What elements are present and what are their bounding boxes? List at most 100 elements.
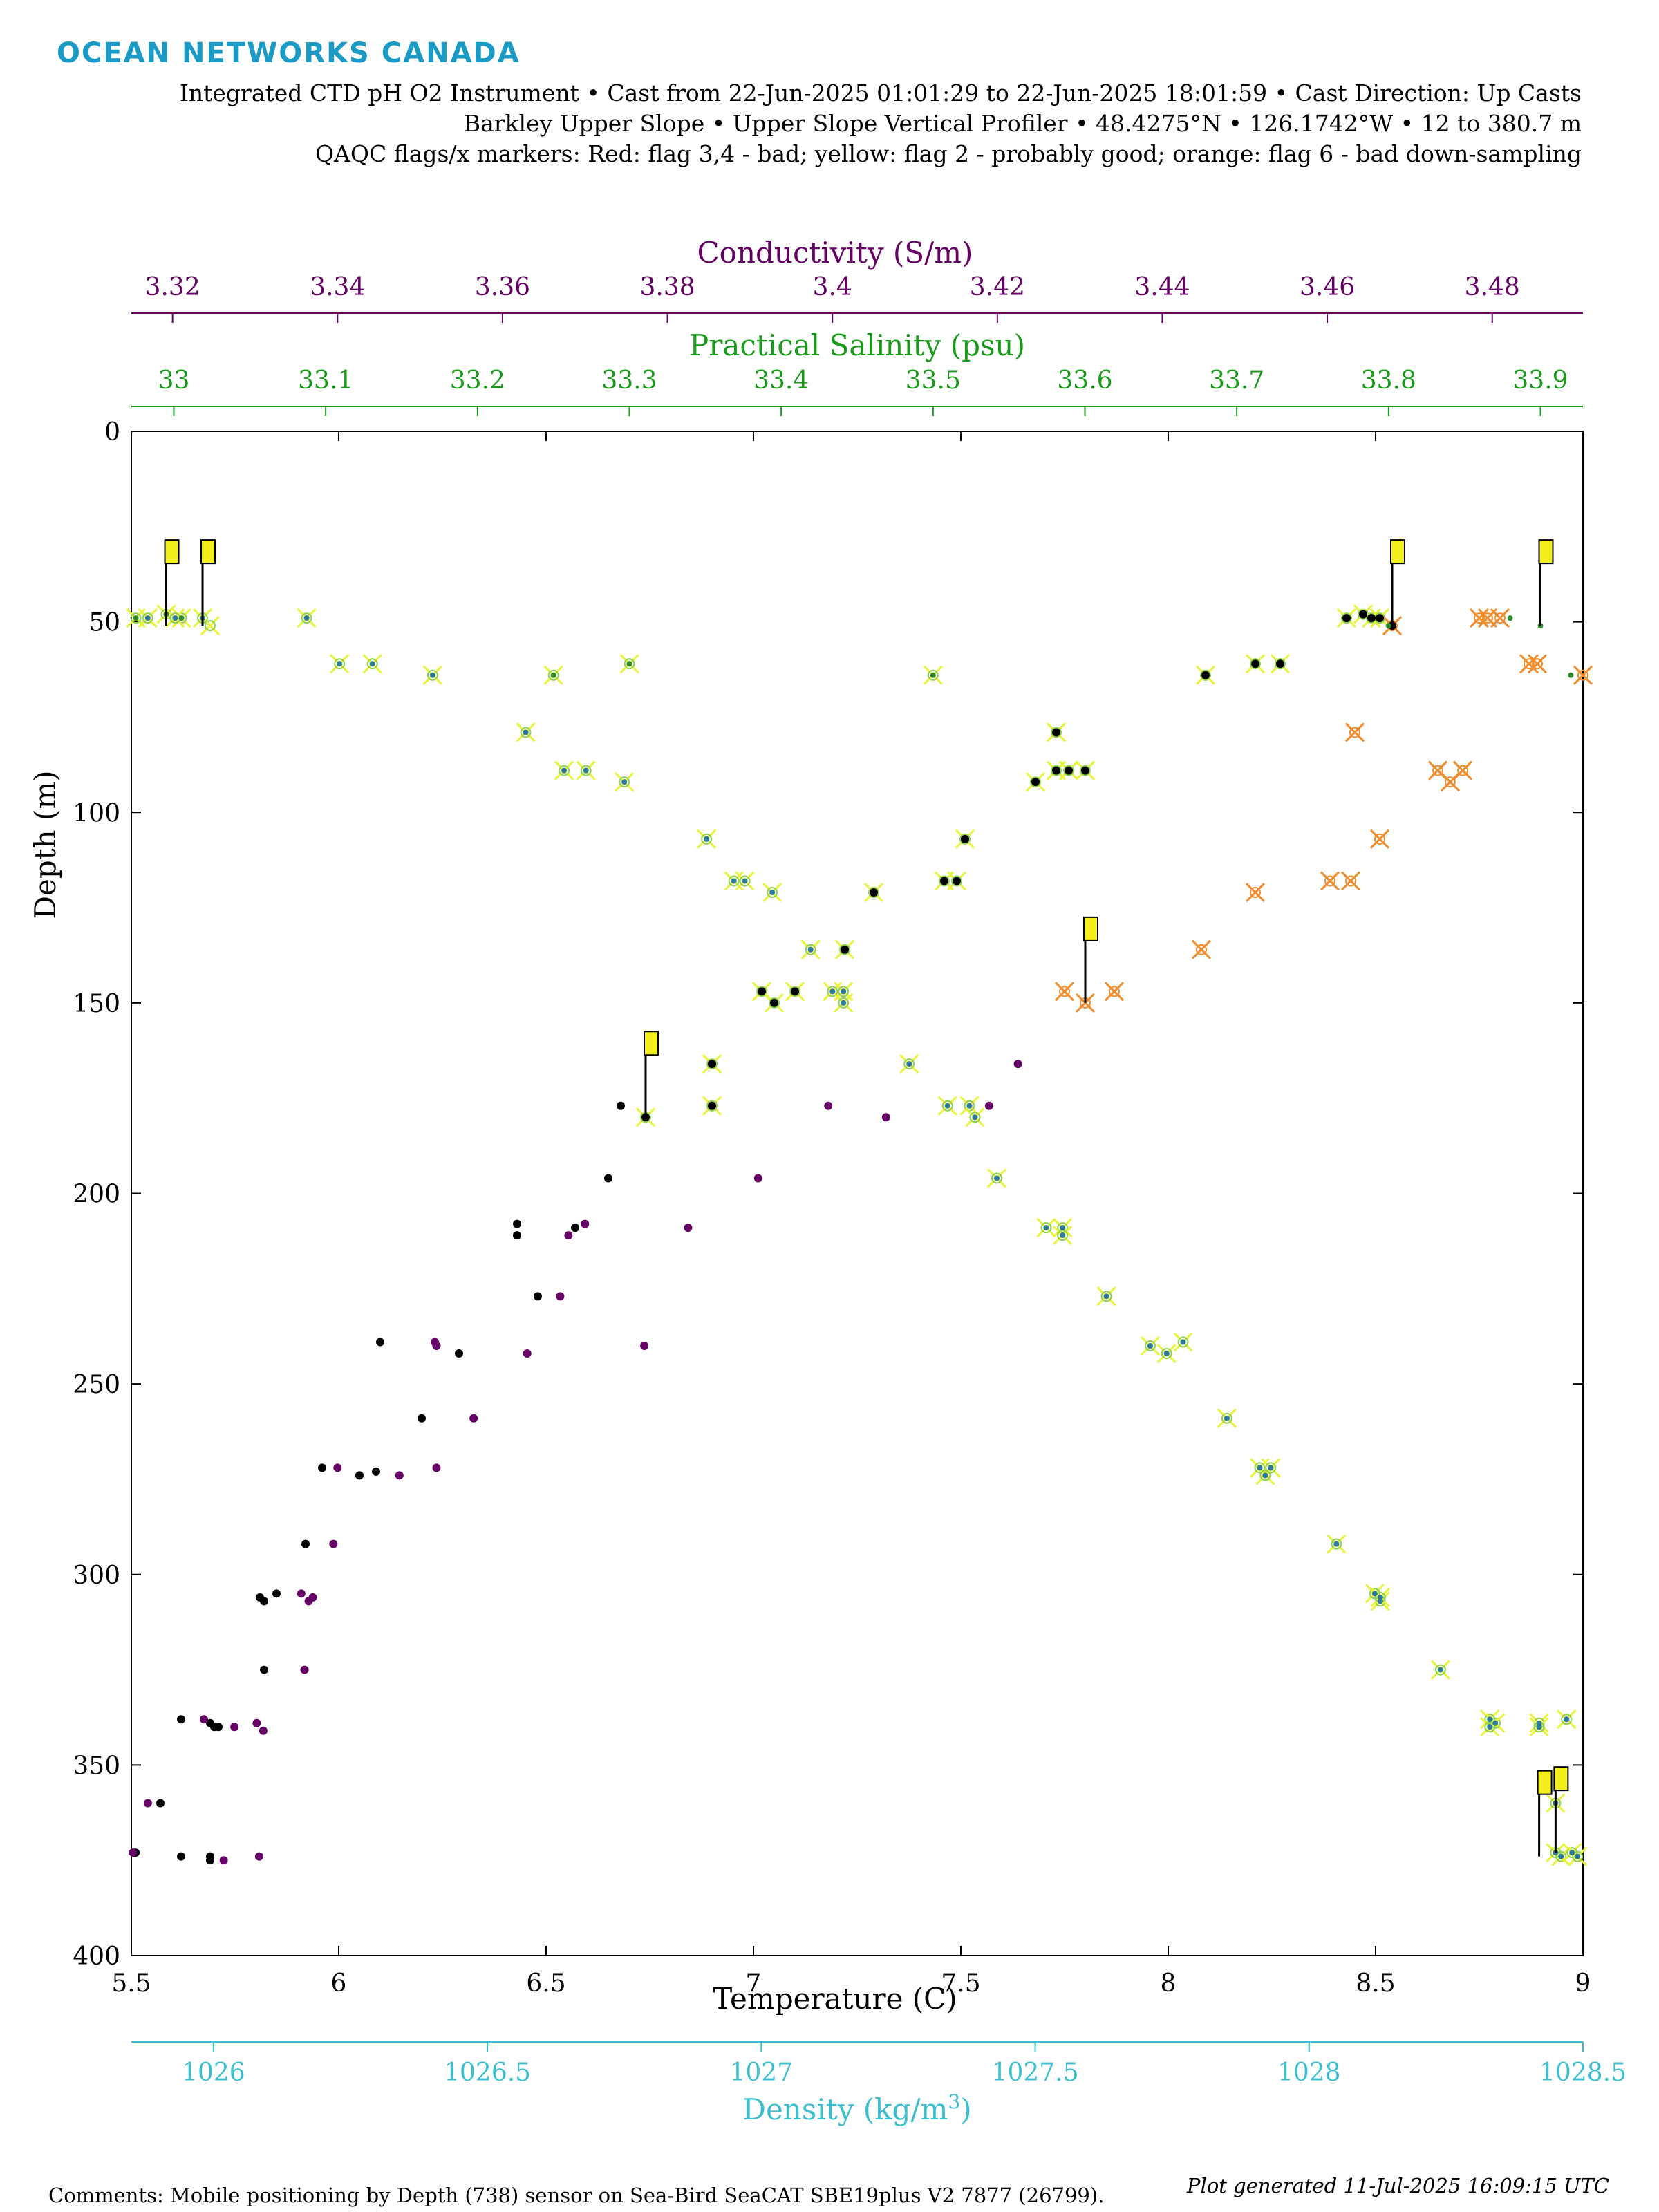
temperature-tick-label: 6.5	[526, 1969, 565, 1998]
qaqc-ring	[1374, 833, 1385, 845]
density-point	[742, 878, 748, 884]
density-tick-label: 1027	[730, 2059, 794, 2087]
qaqc-ring	[580, 765, 592, 776]
density-axis-title-superscript: 3	[948, 2090, 961, 2113]
salinity-point	[1507, 615, 1513, 621]
qaqc-x-stroke	[1490, 608, 1510, 628]
conductivity-point	[432, 1463, 441, 1472]
qaqc-ring	[939, 875, 950, 887]
qaqc-x-marker	[1245, 882, 1266, 903]
density-tick-label: 1028.5	[1539, 2059, 1627, 2087]
density-point	[1492, 1720, 1499, 1726]
conductivity-point	[753, 1174, 762, 1183]
qaqc-ring	[1432, 765, 1443, 776]
conductivity-axis-title: Conductivity (S/m)	[697, 236, 973, 270]
density-point	[1060, 1225, 1066, 1231]
conductivity-point	[564, 1231, 573, 1240]
density-point	[994, 1175, 1000, 1181]
conductivity-tick-label: 3.4	[813, 273, 852, 301]
temperature-tick-label: 9	[1575, 1969, 1591, 1998]
qaqc-ring	[1196, 944, 1207, 955]
qaqc-ring	[301, 612, 312, 624]
density-axis-title: Density (kg/m3)	[742, 2090, 971, 2126]
density-point	[144, 615, 151, 621]
footer-comments: Comments: Mobile positioning by Depth (7…	[48, 2184, 1104, 2207]
depth-axis-title: Depth (m)	[28, 770, 62, 919]
salinity-tick-label: 33.4	[753, 366, 809, 395]
qaqc-ring	[1109, 986, 1120, 997]
temperature-point	[1065, 766, 1073, 775]
density-point	[1377, 1594, 1383, 1600]
qaqc-ring	[769, 997, 780, 1009]
temperature-point	[961, 834, 969, 843]
conductivity-tick-label: 3.32	[145, 273, 200, 301]
qaqc-ring	[991, 1172, 1003, 1184]
qaqc-ring	[1144, 1340, 1156, 1351]
temperature-point	[372, 1467, 380, 1476]
conductivity-point	[308, 1593, 317, 1602]
flag-rectangle	[1537, 1770, 1553, 1795]
flag-rectangle	[1538, 539, 1554, 565]
density-point	[303, 615, 310, 621]
qaqc-ring	[1474, 612, 1485, 624]
conductivity-point	[297, 1589, 306, 1598]
qaqc-ring	[547, 669, 559, 681]
qaqc-ring	[1555, 1850, 1567, 1862]
flag-marker	[1083, 916, 1098, 1003]
qaqc-ring	[334, 658, 346, 670]
flag-marker	[644, 1031, 659, 1118]
qaqc-ring	[1265, 1462, 1277, 1474]
temperature-point	[301, 1539, 310, 1548]
density-point	[1487, 1716, 1493, 1723]
qaqc-x-marker	[1527, 654, 1548, 674]
qaqc-ring	[1349, 727, 1360, 738]
temperature-point	[513, 1231, 521, 1240]
density-point	[841, 1000, 847, 1006]
flag-rectangle	[1553, 1766, 1569, 1792]
conductivity-point	[259, 1726, 268, 1735]
salinity-point	[178, 615, 185, 621]
qaqc-x-stroke	[1104, 982, 1125, 1002]
qaqc-ring	[1275, 658, 1286, 670]
conductivity-tick-label: 3.36	[475, 273, 530, 301]
qaqc-x-stroke	[1191, 939, 1212, 959]
density-point	[966, 1103, 973, 1109]
qaqc-ring	[827, 986, 838, 997]
flag-marker	[1390, 539, 1405, 626]
qaqc-ring	[366, 658, 378, 670]
density-point	[830, 988, 836, 995]
qaqc-ring	[903, 1058, 915, 1070]
density-tick-label: 1028	[1277, 2059, 1341, 2087]
temperature-point	[770, 998, 778, 1007]
data-point-layer	[129, 610, 1581, 1865]
density-point	[337, 661, 343, 667]
density-point	[583, 767, 589, 774]
conductivity-point	[333, 1463, 342, 1472]
salinity-axis-title: Practical Salinity (psu)	[689, 328, 1025, 362]
qaqc-ring	[927, 669, 939, 681]
qaqc-x-stroke	[1340, 871, 1361, 891]
qaqc-ring	[728, 875, 740, 887]
plot-generated-timestamp: Plot generated 11-Jul-2025 16:09:15 UTC	[1186, 2174, 1609, 2197]
qaqc-x-stroke	[1344, 722, 1365, 742]
conductivity-point	[984, 1101, 993, 1110]
density-point	[523, 729, 529, 735]
qaqc-ring	[1100, 1291, 1112, 1302]
qaqc-ring	[1445, 776, 1456, 788]
conductivity-point	[432, 1342, 441, 1350]
qaqc-ring	[1341, 612, 1352, 624]
qaqc-ring	[1221, 1412, 1232, 1424]
salinity-point	[930, 672, 936, 678]
density-point	[1268, 1465, 1274, 1471]
density-point	[1060, 1232, 1066, 1239]
plot-frame	[131, 431, 1584, 1956]
temperature-point	[1081, 766, 1089, 775]
qaqc-ring	[959, 833, 971, 845]
density-axis-title-main: Density (kg/m	[742, 2092, 948, 2126]
qaqc-ring	[701, 833, 713, 845]
conductivity-point	[469, 1414, 478, 1423]
temperature-point	[355, 1471, 364, 1480]
temperature-point	[177, 1715, 185, 1724]
conductivity-point	[556, 1292, 565, 1301]
